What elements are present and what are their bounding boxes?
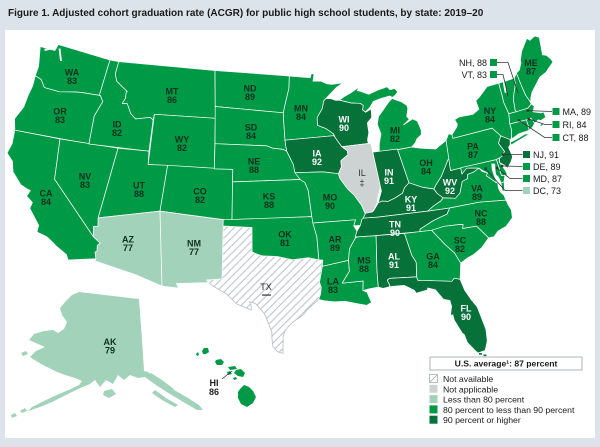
svg-text:MO: MO [323, 193, 338, 203]
svg-text:88: 88 [134, 189, 144, 199]
svg-text:TX: TX [260, 282, 272, 292]
svg-text:77: 77 [123, 243, 133, 253]
svg-text:MI: MI [390, 126, 400, 136]
svg-text:KY: KY [405, 195, 418, 205]
svg-text:83: 83 [67, 76, 77, 86]
svg-text:87: 87 [468, 150, 478, 160]
svg-text:90: 90 [325, 201, 335, 211]
svg-text:OH: OH [419, 158, 433, 168]
svg-text:NV: NV [79, 172, 92, 182]
svg-text:CO: CO [193, 187, 207, 197]
svg-text:84: 84 [246, 131, 256, 141]
svg-text:86: 86 [167, 95, 177, 105]
svg-text:MA, 89: MA, 89 [563, 107, 592, 117]
svg-text:NY: NY [484, 106, 497, 116]
svg-text:88: 88 [359, 264, 369, 274]
svg-text:88: 88 [249, 165, 259, 175]
svg-text:84: 84 [296, 112, 306, 122]
svg-text:91: 91 [389, 260, 399, 270]
svg-text:SC: SC [454, 236, 467, 246]
svg-text:DC, 73: DC, 73 [533, 186, 561, 196]
svg-text:CT, 88: CT, 88 [563, 133, 589, 143]
svg-text:90: 90 [390, 228, 400, 238]
svg-text:83: 83 [328, 285, 338, 295]
svg-text:IL: IL [358, 168, 366, 178]
svg-text:VA: VA [471, 184, 483, 194]
svg-text:WY: WY [175, 135, 190, 145]
svg-text:NC: NC [475, 209, 488, 219]
svg-text:VT, 83: VT, 83 [461, 70, 487, 80]
svg-text:Less than 80 percent: Less than 80 percent [443, 395, 525, 405]
svg-text:77: 77 [189, 247, 199, 257]
svg-text:WI: WI [339, 115, 350, 125]
svg-text:MN: MN [294, 104, 308, 114]
svg-text:82: 82 [455, 244, 465, 254]
svg-text:DE, 89: DE, 89 [533, 162, 561, 172]
svg-text:82: 82 [177, 143, 187, 153]
svg-text:Not applicable: Not applicable [443, 384, 498, 394]
svg-text:Figure 1. Adjusted cohort grad: Figure 1. Adjusted cohort graduation rat… [8, 8, 484, 19]
svg-text:90: 90 [461, 312, 471, 322]
svg-text:MT: MT [166, 87, 179, 97]
svg-text:90 percent or higher: 90 percent or higher [443, 415, 521, 425]
svg-text:GA: GA [426, 252, 440, 262]
svg-text:NE: NE [248, 157, 261, 167]
svg-text:82: 82 [390, 134, 400, 144]
svg-text:84: 84 [421, 166, 431, 176]
svg-text:UT: UT [133, 181, 145, 191]
svg-text:LA: LA [327, 277, 339, 287]
svg-text:90: 90 [339, 123, 349, 133]
svg-text:NH, 88: NH, 88 [459, 58, 487, 68]
svg-text:84: 84 [41, 197, 51, 207]
svg-text:82: 82 [112, 128, 122, 138]
svg-text:WA: WA [65, 68, 80, 78]
svg-text:88: 88 [264, 200, 274, 210]
svg-text:U.S. average¹: 87 percent: U.S. average¹: 87 percent [455, 359, 558, 369]
svg-text:NJ, 91: NJ, 91 [533, 150, 559, 160]
svg-text:Not available: Not available [443, 374, 493, 384]
svg-text:AK: AK [104, 337, 117, 347]
svg-text:83: 83 [80, 180, 90, 190]
svg-text:82: 82 [195, 195, 205, 205]
svg-text:RI, 84: RI, 84 [563, 120, 587, 130]
svg-text:WV: WV [443, 178, 458, 188]
svg-text:TN: TN [389, 220, 401, 230]
svg-text:AL: AL [388, 252, 400, 262]
svg-text:ND: ND [244, 84, 257, 94]
svg-text:‡: ‡ [359, 178, 364, 188]
svg-text:88: 88 [476, 217, 486, 227]
svg-text:NM: NM [187, 239, 201, 249]
svg-text:91: 91 [384, 176, 394, 186]
svg-text:92: 92 [445, 186, 455, 196]
svg-text:OR: OR [53, 107, 67, 117]
svg-text:84: 84 [428, 260, 438, 270]
svg-text:84: 84 [485, 114, 495, 124]
svg-text:SD: SD [245, 123, 258, 133]
svg-text:87: 87 [526, 66, 536, 76]
svg-text:89: 89 [330, 243, 340, 253]
svg-text:83: 83 [55, 115, 65, 125]
svg-text:81: 81 [280, 238, 290, 248]
svg-text:89: 89 [472, 192, 482, 202]
svg-text:92: 92 [312, 157, 322, 167]
svg-text:PA: PA [467, 142, 479, 152]
svg-text:80 percent to less than 90 per: 80 percent to less than 90 percent [443, 405, 575, 415]
svg-text:HI: HI [210, 378, 219, 388]
svg-text:CA: CA [40, 189, 53, 199]
svg-text:89: 89 [245, 92, 255, 102]
svg-text:86: 86 [209, 387, 219, 397]
svg-text:AR: AR [329, 235, 342, 245]
svg-text:MS: MS [357, 256, 371, 266]
svg-text:ME: ME [524, 58, 538, 68]
svg-text:FL: FL [461, 304, 472, 314]
svg-text:ID: ID [113, 120, 123, 130]
svg-text:KS: KS [263, 192, 276, 202]
svg-text:IA: IA [313, 149, 323, 159]
svg-text:OK: OK [278, 230, 292, 240]
svg-text:AZ: AZ [122, 235, 134, 245]
svg-text:MD, 87: MD, 87 [533, 174, 562, 184]
svg-text:79: 79 [105, 345, 115, 355]
svg-text:IN: IN [385, 168, 394, 178]
svg-text:91: 91 [406, 203, 416, 213]
